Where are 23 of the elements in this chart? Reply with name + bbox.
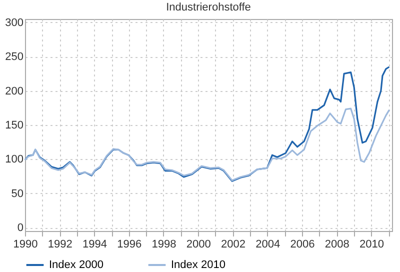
legend-label: Index 2000 xyxy=(49,259,104,271)
x-tick-label: 2010 xyxy=(359,238,384,250)
y-tick-label: 250 xyxy=(5,51,24,64)
x-tick-label: 2006 xyxy=(290,238,315,250)
line-series xyxy=(24,66,390,182)
y-tick-label: 0 xyxy=(17,222,24,234)
legend-label: Index 2010 xyxy=(171,259,226,271)
x-tick-label: 2000 xyxy=(186,238,211,250)
line-series xyxy=(24,108,390,182)
chart-title: Industrierohstoffe xyxy=(166,1,251,14)
y-tick-label: 100 xyxy=(5,154,24,166)
x-tick-label: 1996 xyxy=(117,238,142,250)
x-tick-label: 2004 xyxy=(256,238,280,250)
y-tick-label: 300 xyxy=(5,16,24,29)
x-tick-label: 1994 xyxy=(82,238,107,250)
y-tick-label: 50 xyxy=(11,188,24,200)
y-tick-label: 150 xyxy=(5,120,24,132)
y-tick-label: 200 xyxy=(5,85,24,98)
x-tick-label: 2008 xyxy=(324,238,350,250)
x-tick-label: 1998 xyxy=(152,238,176,250)
x-tick-label: 2002 xyxy=(220,238,246,250)
x-tick-label: 1992 xyxy=(48,238,72,250)
x-tick-label: 1990 xyxy=(13,238,38,250)
